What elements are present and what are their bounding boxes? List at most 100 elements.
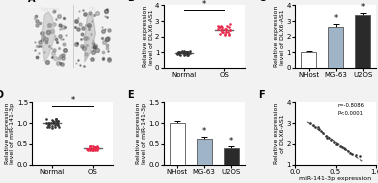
Point [341,147,347,150]
Point [90,145,96,148]
Point [174,52,180,55]
Point [331,140,337,143]
Point [43,117,49,120]
Text: C: C [259,0,266,3]
Point [91,147,98,150]
Point [53,117,59,120]
Bar [301,52,316,68]
Point [318,130,324,133]
Point [226,34,232,37]
Point [46,122,52,125]
Point [54,124,60,127]
Point [49,127,55,130]
Point [345,150,351,153]
Point [85,148,91,151]
Point [217,32,223,35]
Point [222,34,228,37]
Point [314,126,321,129]
Point [94,146,100,149]
Point [54,122,60,125]
Point [91,145,98,148]
Polygon shape [85,12,95,62]
Point [92,145,98,148]
Point [217,26,223,29]
Point [87,148,93,151]
Point [342,148,348,151]
Point [50,124,56,127]
Point [90,147,96,150]
Point [320,132,326,135]
Text: *: * [333,14,338,23]
Point [316,128,322,131]
Point [94,145,100,148]
Point [312,126,318,129]
Point [54,122,60,125]
Point [50,119,56,122]
Point [183,52,189,55]
Point [43,122,49,125]
Point [226,26,232,29]
Point [181,49,187,52]
Point [357,155,363,158]
Point [227,23,233,26]
Point [185,53,191,56]
Point [55,119,61,122]
Bar [328,27,343,68]
Point [223,29,229,32]
Y-axis label: Relative expression
level of miR-141-3p: Relative expression level of miR-141-3p [5,103,15,164]
Point [215,24,221,27]
Text: *: * [71,96,75,105]
Point [219,26,225,29]
Point [92,149,98,152]
Point [326,136,332,139]
Point [87,145,93,148]
Point [180,52,186,55]
Point [347,152,353,155]
Point [222,32,228,35]
Text: F: F [259,90,265,100]
Point [49,118,55,121]
Point [89,149,95,152]
Bar [355,15,370,68]
Point [87,145,93,147]
Point [85,148,91,151]
Point [184,52,191,55]
Text: *: * [202,127,206,136]
Point [219,31,225,33]
Point [178,50,184,53]
Point [222,27,228,30]
Text: P<0.0001: P<0.0001 [337,111,363,116]
Y-axis label: Relative expression
level of miR-141-3p: Relative expression level of miR-141-3p [136,103,147,164]
Point [46,126,52,129]
Text: Normal: Normal [40,7,60,12]
Point [216,26,222,29]
Point [92,148,98,151]
Point [53,117,59,120]
Point [50,122,56,125]
Point [46,124,52,127]
Point [226,29,232,32]
Point [174,52,180,55]
Point [93,147,99,150]
Point [336,145,342,147]
Point [323,134,329,137]
Point [93,146,99,149]
Point [215,27,222,30]
Bar [224,148,239,165]
Polygon shape [42,12,55,62]
Point [91,146,97,149]
Point [176,52,182,55]
Point [54,123,60,126]
Point [52,124,58,127]
Point [88,147,94,150]
Point [187,49,194,52]
Point [324,136,330,139]
Point [227,29,233,32]
Point [334,142,340,145]
Point [183,51,189,54]
Point [218,29,225,32]
Point [91,147,97,150]
Text: E: E [127,90,134,100]
Point [187,52,193,55]
Point [51,121,57,124]
